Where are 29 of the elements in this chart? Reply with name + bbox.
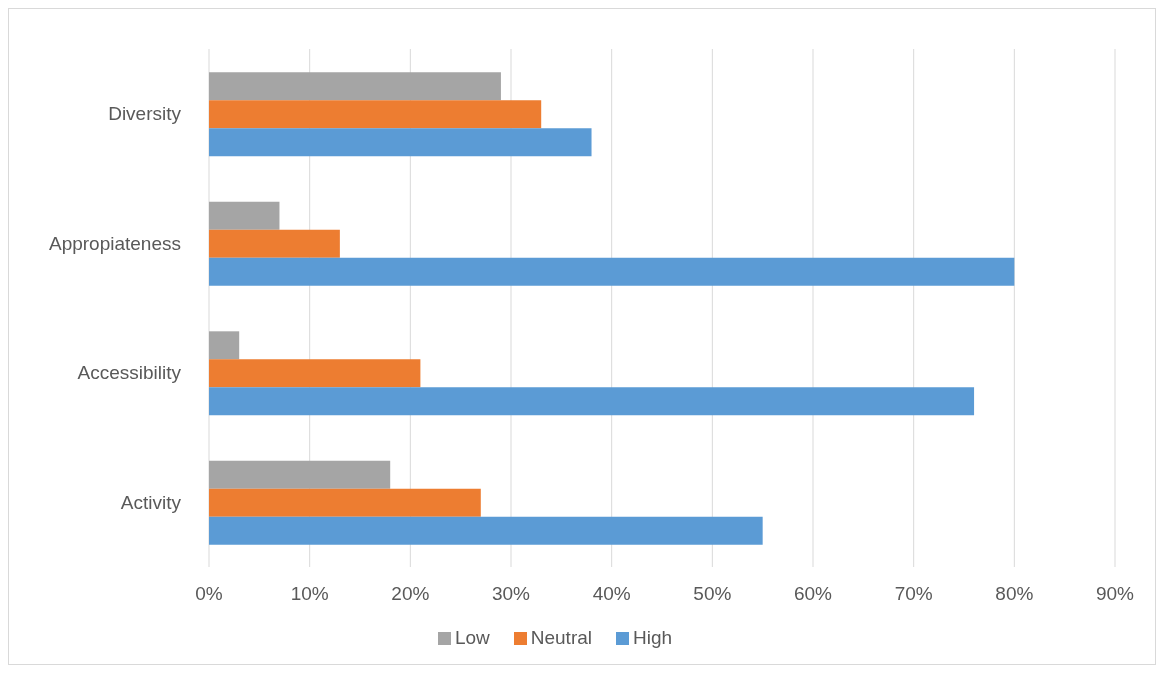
x-tick-label: 0% (195, 583, 223, 605)
legend-label: High (633, 627, 673, 648)
bar (209, 387, 975, 416)
bar (209, 359, 421, 388)
x-tick-label: 20% (391, 583, 430, 605)
bar (209, 331, 240, 360)
bar (209, 460, 391, 489)
y-tick-label: Diversity (108, 103, 182, 125)
y-tick-label: Accessibility (77, 362, 182, 384)
bar (209, 100, 542, 129)
x-tick-label: 90% (1095, 583, 1135, 605)
y-tick-label: Activity (120, 491, 182, 513)
x-tick-label: 30% (491, 583, 531, 605)
x-tick-label: 50% (693, 583, 732, 605)
y-tick-label: Appropiateness (48, 232, 181, 254)
x-tick-label: 80% (995, 583, 1034, 605)
x-tick-label: 40% (592, 583, 631, 605)
legend-label: Neutral (530, 627, 593, 648)
bar (209, 229, 340, 258)
bar (209, 201, 280, 230)
x-tick-label: 10% (290, 583, 329, 605)
bar (209, 516, 763, 545)
x-tick-label: 70% (894, 583, 933, 605)
bar (209, 257, 1015, 286)
bar (209, 488, 481, 517)
legend-label: Low (454, 627, 490, 648)
bar (209, 72, 501, 101)
bar (209, 128, 592, 157)
x-tick-label: 60% (793, 583, 833, 605)
